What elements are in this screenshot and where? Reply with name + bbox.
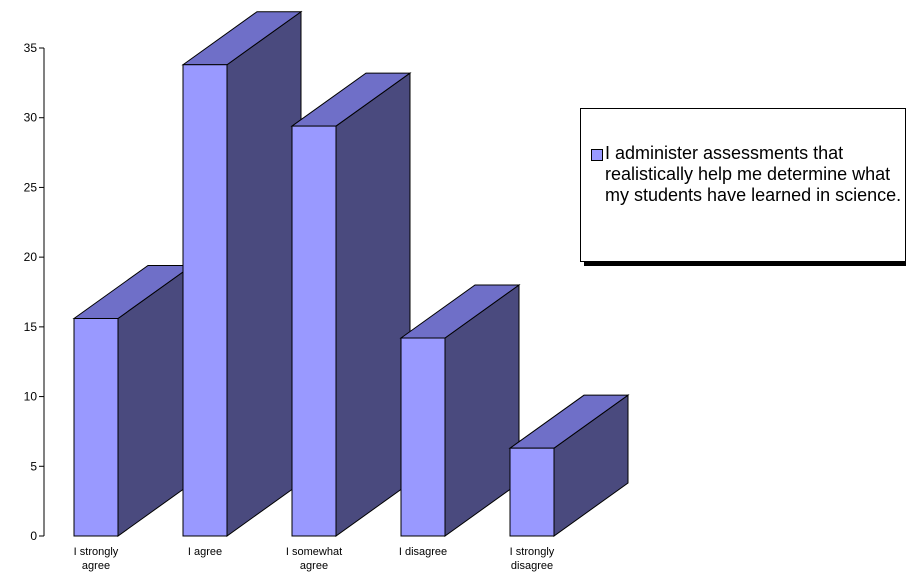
bar-front bbox=[182, 64, 228, 537]
y-tick-label: 30 bbox=[24, 111, 38, 125]
x-category-label: I somewhat agree bbox=[286, 546, 342, 572]
x-category-label-line: agree bbox=[82, 560, 110, 572]
x-category-label: I strongly agree bbox=[74, 546, 119, 572]
bar bbox=[181, 10, 303, 537]
x-category-label-line: disagree bbox=[511, 560, 553, 572]
x-category-label-line: I strongly bbox=[510, 546, 555, 558]
bar bbox=[290, 72, 412, 537]
x-category-label-line: agree bbox=[300, 560, 328, 572]
legend-swatch bbox=[591, 149, 603, 161]
y-tick-label: 35 bbox=[24, 41, 38, 55]
y-tick-label: 0 bbox=[30, 529, 37, 543]
y-tick-label: 10 bbox=[24, 390, 38, 404]
y-tick-label: 15 bbox=[24, 320, 38, 334]
bar-side bbox=[226, 10, 302, 537]
x-category-label: I disagree bbox=[399, 546, 447, 558]
x-category-label: I agree bbox=[188, 546, 222, 558]
y-tick-label: 5 bbox=[30, 459, 37, 473]
bar-front bbox=[291, 125, 337, 537]
y-tick-label: 20 bbox=[24, 250, 38, 264]
x-category-label-line: I agree bbox=[188, 546, 222, 558]
legend-shadow bbox=[584, 262, 906, 266]
y-tick-label: 25 bbox=[24, 180, 38, 194]
bar-front bbox=[509, 447, 555, 537]
bar bbox=[399, 284, 521, 537]
x-category-label-line: I disagree bbox=[399, 546, 447, 558]
bar-front bbox=[73, 317, 119, 537]
bars bbox=[72, 10, 630, 537]
x-category-label-line: I strongly bbox=[74, 546, 119, 558]
legend: I administer assessments that realistica… bbox=[580, 108, 906, 262]
y-axis: 0 5 10 15 20 25 30 35 bbox=[24, 41, 45, 543]
legend-label: I administer assessments that realistica… bbox=[605, 143, 902, 205]
x-category-label: I strongly disagree bbox=[510, 546, 555, 572]
bar bbox=[72, 264, 194, 537]
x-category-label-line: I somewhat bbox=[286, 546, 342, 558]
category-labels: I strongly agree I agree I somewhat agree I d… bbox=[74, 546, 555, 572]
bar bbox=[508, 394, 630, 537]
bar-side bbox=[335, 72, 411, 537]
bar-front bbox=[400, 337, 446, 537]
